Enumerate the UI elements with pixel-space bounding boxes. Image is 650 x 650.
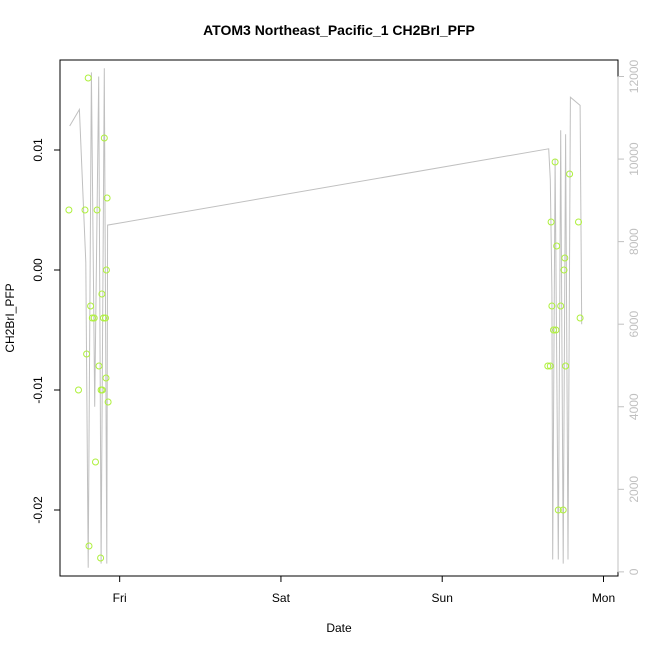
y-tick-label-0: -0.02 — [31, 496, 45, 524]
y-axis-label: CH2BrI_PFP — [3, 283, 17, 352]
data-point-2 — [81, 206, 89, 214]
data-point-36 — [562, 362, 570, 370]
y2-tick-label-2: 4000 — [627, 393, 641, 420]
data-point-26 — [548, 302, 556, 310]
x-tick-label-2: Sun — [432, 591, 453, 605]
x-axis-label: Date — [326, 621, 352, 635]
data-point-15 — [98, 386, 106, 394]
y2-tick-label-0: 0 — [627, 568, 641, 575]
y2-tick-label-6: 12000 — [627, 60, 641, 94]
data-point-9 — [92, 458, 99, 466]
data-point-31 — [554, 506, 562, 514]
y2-tick-label-5: 10000 — [627, 142, 641, 176]
y-axis-right: 0 2000 4000 6000 8000 10000 12000 — [617, 60, 641, 575]
data-point-20 — [102, 266, 110, 274]
data-point-0 — [65, 206, 73, 214]
data-point-3 — [83, 350, 91, 358]
data-points-layer — [65, 74, 584, 562]
data-point-18 — [102, 314, 109, 322]
data-point-19 — [102, 374, 110, 382]
y-axis-left: -0.02 -0.01 0.00 0.01 — [31, 138, 61, 524]
y-tick-label-3: 0.01 — [31, 138, 45, 162]
data-point-1 — [75, 386, 82, 394]
data-point-21 — [103, 194, 111, 202]
data-point-32 — [557, 302, 565, 310]
altitude-line-layer — [69, 68, 583, 568]
data-point-33 — [559, 506, 567, 514]
x-tick-label-3: Mon — [592, 591, 615, 605]
data-point-25 — [547, 218, 555, 226]
data-point-8 — [90, 314, 98, 322]
data-point-39 — [576, 314, 584, 322]
altitude-line — [69, 68, 583, 568]
data-point-24 — [546, 362, 554, 370]
data-point-17 — [100, 134, 108, 142]
chart-title: ATOM3 Northeast_Pacific_1 CH2BrI_PFP — [203, 22, 475, 38]
y2-tick-label-3: 6000 — [627, 311, 641, 338]
y-tick-label-1: -0.01 — [31, 376, 45, 404]
data-point-35 — [561, 254, 569, 262]
data-point-30 — [553, 242, 561, 250]
data-point-27 — [550, 326, 557, 334]
data-point-7 — [88, 314, 96, 322]
x-tick-label-1: Sat — [272, 591, 291, 605]
plot-frame — [59, 59, 619, 577]
data-point-14 — [98, 290, 106, 298]
data-point-29 — [552, 326, 560, 334]
data-point-28 — [551, 158, 559, 166]
data-point-23 — [544, 362, 552, 370]
data-point-22 — [104, 398, 112, 406]
data-point-10 — [93, 206, 101, 214]
x-tick-label-0: Fri — [113, 591, 127, 605]
data-point-16 — [100, 314, 107, 322]
data-point-6 — [87, 302, 95, 310]
y2-tick-label-1: 2000 — [627, 476, 641, 503]
x-axis: Fri Sat Sun Mon — [113, 575, 615, 605]
data-point-11 — [95, 362, 103, 370]
data-point-4 — [84, 74, 92, 82]
data-point-5 — [85, 542, 93, 550]
y-tick-label-2: 0.00 — [31, 258, 45, 282]
data-point-38 — [575, 218, 582, 226]
y2-tick-label-4: 8000 — [627, 228, 641, 255]
data-point-12 — [97, 554, 105, 562]
data-point-34 — [560, 266, 568, 274]
data-point-37 — [566, 170, 574, 178]
